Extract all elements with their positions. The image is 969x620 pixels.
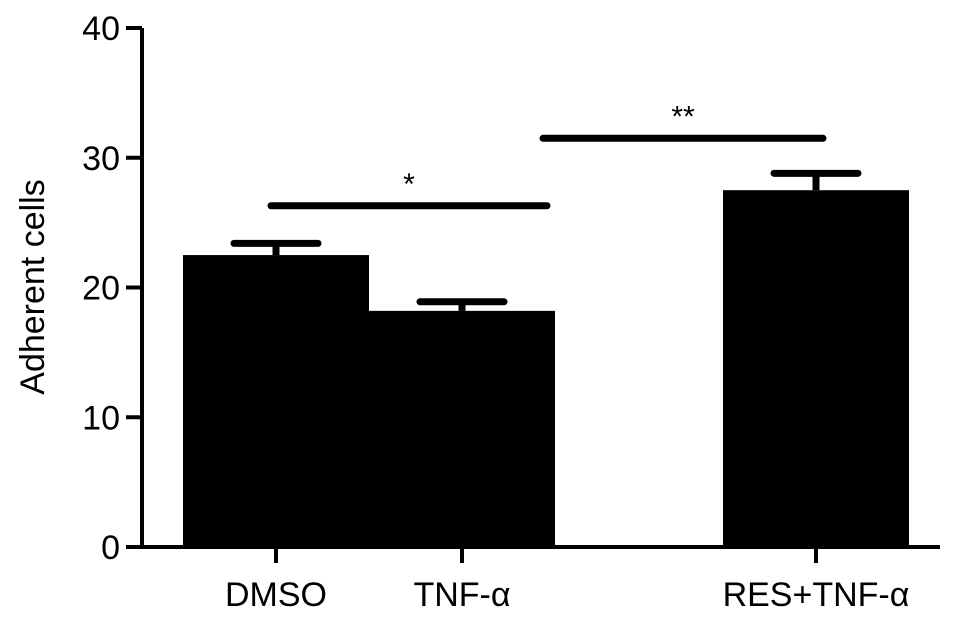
category-label: RES+TNF-α [723, 576, 910, 614]
bars [183, 190, 909, 547]
bar [369, 310, 555, 547]
y-tick-label: 0 [101, 529, 120, 567]
category-label: TNF-α [413, 576, 510, 614]
bar [723, 190, 909, 547]
y-tick-label: 30 [82, 140, 120, 178]
bar [183, 255, 369, 547]
y-tick-label: 40 [82, 10, 120, 48]
significance-label: ** [671, 100, 695, 133]
y-axis-title: Adherent cells [14, 179, 52, 394]
error-bars [230, 169, 862, 311]
y-tick-label: 10 [82, 399, 120, 437]
y-tick-label: 20 [82, 270, 120, 308]
significance-label: * [403, 168, 415, 201]
significance-brackets [267, 134, 827, 210]
category-label: DMSO [225, 576, 327, 614]
